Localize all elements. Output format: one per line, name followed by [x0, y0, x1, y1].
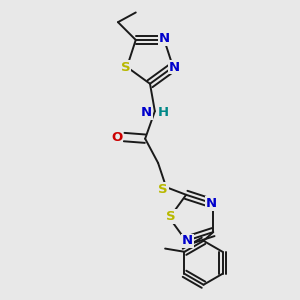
Text: N: N: [182, 234, 193, 248]
Text: O: O: [111, 130, 123, 144]
Text: S: S: [121, 61, 130, 74]
Text: N: N: [169, 61, 180, 74]
Text: N: N: [141, 106, 152, 119]
Text: N: N: [159, 32, 170, 45]
Text: S: S: [158, 183, 168, 196]
Text: N: N: [206, 197, 217, 210]
Text: S: S: [166, 210, 176, 223]
Text: H: H: [158, 106, 169, 119]
